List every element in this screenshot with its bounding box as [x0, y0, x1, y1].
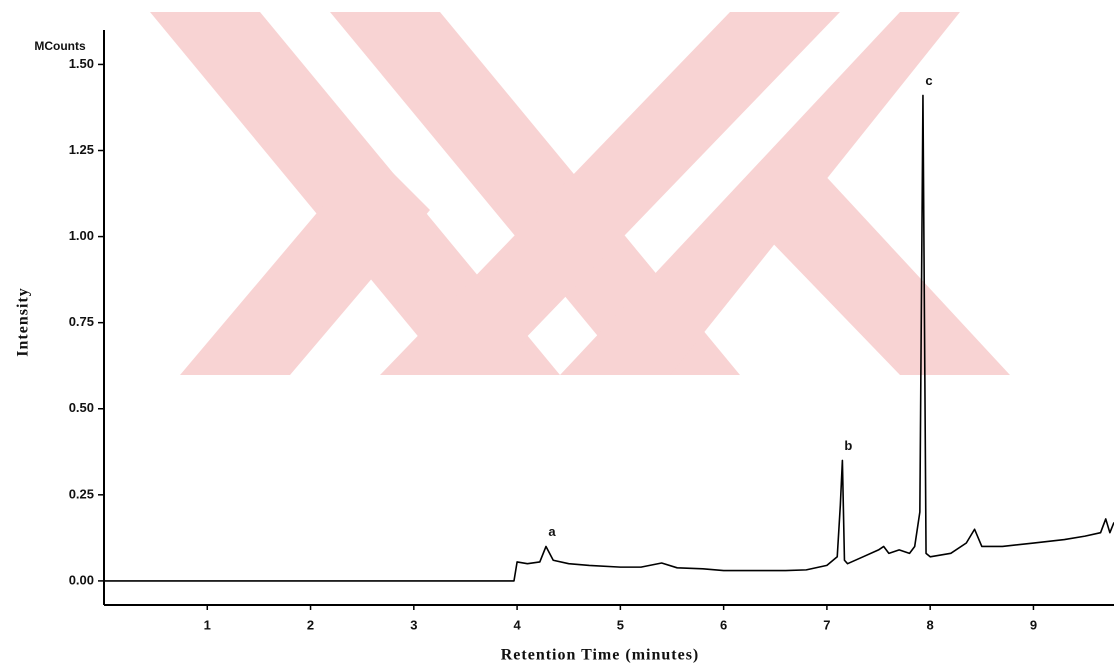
x-tick-label: 4 [513, 617, 521, 632]
y-tick-label: 1.50 [69, 56, 94, 71]
x-tick-label: 6 [720, 617, 727, 632]
x-tick-label: 7 [823, 617, 830, 632]
x-tick-label: 2 [307, 617, 314, 632]
y-tick-label: 0.25 [69, 486, 94, 501]
y-tick-label: 0.75 [69, 314, 94, 329]
y-axis-title: Intensity [15, 287, 32, 356]
chromatogram-line [104, 94, 1114, 582]
y-unit: MCounts [34, 39, 86, 53]
watermark [150, 12, 1010, 375]
peak-label: a [548, 524, 556, 539]
x-axis-title: Retention Time (minutes) [501, 647, 700, 664]
y-tick-label: 0.00 [69, 572, 94, 587]
x-tick-label: 5 [617, 617, 624, 632]
x-tick-label: 1 [204, 617, 211, 632]
peak-label: b [844, 438, 852, 453]
x-tick-label: 3 [410, 617, 417, 632]
y-tick-label: 1.00 [69, 228, 94, 243]
y-tick-label: 0.50 [69, 400, 94, 415]
x-tick-label: 9 [1030, 617, 1037, 632]
peak-label: c [925, 73, 932, 88]
x-tick-label: 8 [927, 617, 934, 632]
y-tick-label: 1.25 [69, 142, 94, 157]
